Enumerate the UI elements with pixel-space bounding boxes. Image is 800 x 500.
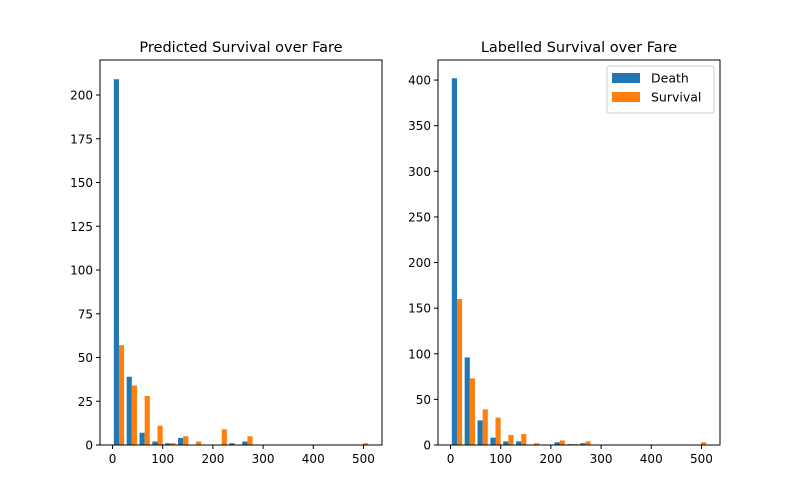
labelled-bar-survival-4 [508,434,514,445]
labelled-bar-death-8 [554,442,560,445]
labelled-y-tick-label: 100 [408,347,431,361]
predicted-bar-survival-8 [221,429,227,445]
legend-label-survival: Survival [651,90,701,105]
labelled-bar-death-1 [464,357,470,445]
labelled-y-tick-label: 350 [408,119,431,133]
predicted-x-tick-label: 0 [109,452,117,466]
labelled-x-tick-label: 500 [690,452,713,466]
predicted-ticks: 0 100 200 300 400 500 0 25 50 75 100 125 150 175 200 [70,89,375,467]
predicted-survival-panel: Predicted Survival over Fare 0 100 200 300 4… [70,40,383,467]
predicted-y-tick-label: 25 [78,395,93,409]
predicted-bar-survival-1 [131,385,137,445]
labelled-y-tick-label: 200 [408,256,431,270]
predicted-bar-survival-10 [247,436,253,445]
labelled-bar-death-10 [580,443,586,445]
labelled-y-tick-label: 50 [416,393,431,407]
labelled-x-tick-label: 400 [640,452,663,466]
predicted-bar-death-4 [165,443,171,445]
predicted-bar-survival-0 [118,345,125,445]
predicted-y-tick-label: 100 [70,264,93,278]
predicted-x-tick-label: 100 [151,452,174,466]
labelled-x-tick-label: 100 [489,452,512,466]
labelled-bar-survival-19 [701,442,707,445]
labelled-y-tick-label: 400 [408,74,431,88]
predicted-y-tick-label: 125 [70,220,93,234]
predicted-y-tick-label: 150 [70,176,93,190]
labelled-bar-death-0 [451,78,457,445]
labelled-bar-survival-8 [559,440,565,445]
labelled-bar-survival-2 [482,409,488,445]
predicted-bar-death-2 [139,432,145,445]
legend-label-death: Death [651,71,689,86]
predicted-y-tick-label: 200 [70,89,93,103]
predicted-y-tick-label: 0 [85,439,93,453]
labelled-bars [451,78,707,445]
labelled-bar-death-3 [490,437,496,445]
labelled-axes-frame [437,59,721,446]
predicted-bar-survival-2 [144,396,150,445]
predicted-bar-death-3 [152,441,158,445]
labelled-bar-survival-10 [585,441,591,445]
predicted-axes-frame [99,59,383,446]
labelled-x-tick-label: 0 [447,452,455,466]
predicted-bar-death-1 [126,376,132,445]
predicted-x-tick-label: 500 [352,452,375,466]
legend-swatch-survival [612,92,640,102]
labelled-bar-death-4 [503,441,509,445]
labelled-y-tick-label: 300 [408,165,431,179]
labelled-chart-title: Labelled Survival over Fare [481,40,677,56]
predicted-bar-death-5 [178,438,184,445]
legend: Death Survival [606,65,715,114]
predicted-bar-survival-4 [170,443,176,445]
predicted-bars [113,79,369,445]
labelled-x-tick-label: 300 [590,452,613,466]
labelled-bar-survival-5 [521,434,527,445]
labelled-ticks: 0 100 200 300 400 500 0 50 100 150 200 250 300 350 400 [408,74,713,466]
predicted-bar-survival-19 [363,443,369,445]
predicted-bar-death-10 [242,441,248,445]
labelled-bar-death-5 [516,441,522,445]
predicted-x-tick-label: 400 [302,452,325,466]
labelled-bar-survival-6 [534,443,540,445]
labelled-x-tick-label: 200 [539,452,562,466]
predicted-bar-survival-5 [183,436,189,445]
labelled-bar-survival-0 [456,299,463,445]
predicted-y-tick-label: 175 [70,132,93,146]
predicted-chart-title: Predicted Survival over Fare [139,40,342,56]
predicted-y-tick-label: 75 [78,307,93,321]
predicted-bar-survival-6 [196,441,202,445]
predicted-y-tick-label: 50 [78,351,93,365]
legend-swatch-death [612,73,640,83]
predicted-x-tick-label: 200 [201,452,224,466]
labelled-y-tick-label: 150 [408,302,431,316]
predicted-x-tick-label: 300 [252,452,275,466]
labelled-y-tick-label: 0 [423,439,431,453]
predicted-bar-survival-3 [157,425,163,445]
predicted-bar-death-0 [113,79,119,445]
labelled-bar-survival-3 [495,417,501,445]
labelled-bar-survival-1 [469,378,475,445]
labelled-bar-death-2 [477,420,483,445]
labelled-survival-panel: Labelled Survival over Fare 0 100 200 300 40… [408,40,721,466]
labelled-y-tick-label: 250 [408,210,431,224]
predicted-bar-death-9 [229,443,235,445]
